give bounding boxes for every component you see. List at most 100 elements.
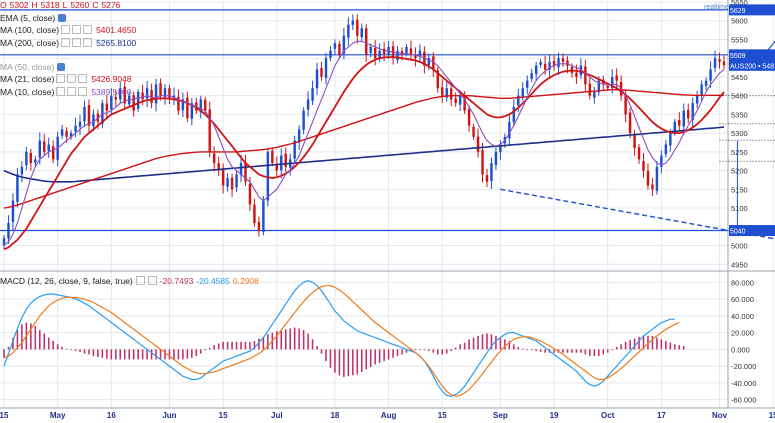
settings-icon[interactable] (61, 38, 71, 47)
candle-body (51, 146, 55, 160)
macd-hist-bar (186, 349, 189, 359)
macd-hist-bar (177, 349, 180, 360)
macd-hist-bar (365, 349, 368, 370)
candle-body (485, 175, 489, 182)
price-tag-label: 5040 (730, 229, 746, 236)
macd-hist-bar (316, 346, 318, 350)
legend-ema5[interactable]: EMA (5, close) (0, 13, 67, 24)
candle-body (163, 88, 167, 98)
macd-hist-bar (132, 349, 135, 360)
candle-body (275, 164, 279, 171)
eye-icon[interactable] (72, 38, 82, 47)
legend-ma200[interactable]: MA (200, close) 5265.8100 (0, 38, 136, 49)
legend-ma21[interactable]: MA (21, close) 5426.9048 (0, 74, 132, 85)
candle-body (284, 153, 287, 167)
candle-body (624, 95, 627, 115)
settings-icon[interactable] (56, 87, 66, 96)
legend-ma50[interactable]: MA (50, close) (0, 62, 66, 73)
candle-body (530, 73, 533, 79)
candle-body (78, 121, 82, 127)
candle-body (432, 56, 435, 70)
trend-line-dashed (500, 188, 775, 240)
legend-value: 5426.9048 (91, 74, 132, 84)
legend-label: MA (100, close) (0, 25, 60, 35)
macd-hist-bar (329, 349, 332, 368)
price-tick-label: 5550 (731, 35, 748, 44)
macd-hist-bar (521, 348, 524, 350)
macd-hist-bar (638, 336, 640, 350)
eye-icon[interactable] (67, 87, 77, 96)
breakout-arrow-line (763, 40, 775, 56)
settings-icon[interactable] (135, 276, 145, 285)
candle-body (230, 177, 234, 190)
candle-body (347, 24, 350, 38)
candle-body (633, 133, 636, 149)
candle-body (543, 63, 547, 70)
macd-hist-bar (34, 325, 37, 350)
macd-hist-bar (240, 341, 242, 350)
macd-hist-bar (204, 349, 207, 351)
candle-body (150, 90, 153, 104)
candle-body (253, 204, 256, 224)
gear-icon[interactable] (57, 63, 66, 71)
legend-value: 5401.4650 (96, 25, 137, 35)
macd-hist-bar (244, 341, 247, 350)
close-icon[interactable] (83, 38, 93, 47)
legend-label: MA (200, close) (0, 38, 60, 48)
legend-ma100[interactable]: MA (100, close) 5401.4650 (0, 25, 136, 36)
close-icon[interactable] (78, 74, 88, 83)
close-icon[interactable] (83, 25, 93, 34)
macd-hist-bar (208, 347, 211, 350)
candle-body (208, 109, 211, 152)
candle-body (248, 183, 252, 205)
candle-body (597, 80, 601, 93)
macd-hist-bar (620, 344, 622, 350)
x-tick-label: Sep (493, 411, 508, 420)
legend-label: EMA (5, close) (0, 13, 56, 23)
macd-hist-bar (369, 349, 372, 367)
macd-hist-bar (454, 347, 457, 350)
settings-icon[interactable] (61, 25, 71, 34)
close-icon[interactable] (78, 87, 88, 96)
macd-hist-bar (602, 349, 605, 355)
gear-icon[interactable] (58, 14, 67, 22)
candle-body (664, 144, 668, 155)
price-tag (729, 49, 775, 61)
macd-hist-bar (253, 341, 256, 350)
price-tick-label: 5250 (731, 148, 748, 157)
macd-hist-bar (83, 349, 86, 354)
candle-body (199, 99, 202, 113)
candle-body (145, 88, 149, 99)
macd-hist-bar (280, 330, 283, 350)
legend-label: MA (21, close) (0, 74, 55, 84)
macd-hist-bar (477, 335, 479, 350)
candle-body (414, 54, 417, 59)
x-tick-label: 19 (550, 411, 559, 420)
x-tick-label: 18 (330, 411, 339, 420)
candle-body (655, 166, 659, 191)
ohlc-close-marker: C (92, 0, 99, 10)
legend-value: 5265.8100 (96, 38, 137, 48)
candle-body (141, 92, 144, 100)
settings-icon[interactable] (56, 74, 66, 83)
candle-body (87, 105, 91, 126)
close-icon[interactable] (147, 276, 157, 285)
macd-legend[interactable]: MACD (12, 26, close, 9, false, true) -20.… (0, 276, 262, 286)
candle-body (660, 155, 663, 167)
price-tick-label: 5100 (731, 204, 748, 213)
candle-body (212, 153, 216, 164)
eye-icon[interactable] (67, 74, 77, 83)
candle-body (552, 60, 556, 66)
legend-ma10[interactable]: MA (10, close) 5389.5000 (0, 87, 132, 98)
macd-hist-bar (119, 349, 122, 360)
macd-hist-bar (428, 349, 430, 352)
macd-hist-bar (164, 349, 166, 360)
eye-icon[interactable] (72, 25, 82, 34)
price-tick-label: 5450 (731, 73, 748, 82)
macd-hist-bar (52, 341, 54, 350)
macd-hist-bar (580, 349, 582, 353)
macd-hist-bar (92, 349, 95, 357)
macd-hist-bar (128, 349, 130, 360)
macd-hist-bar (7, 346, 10, 350)
